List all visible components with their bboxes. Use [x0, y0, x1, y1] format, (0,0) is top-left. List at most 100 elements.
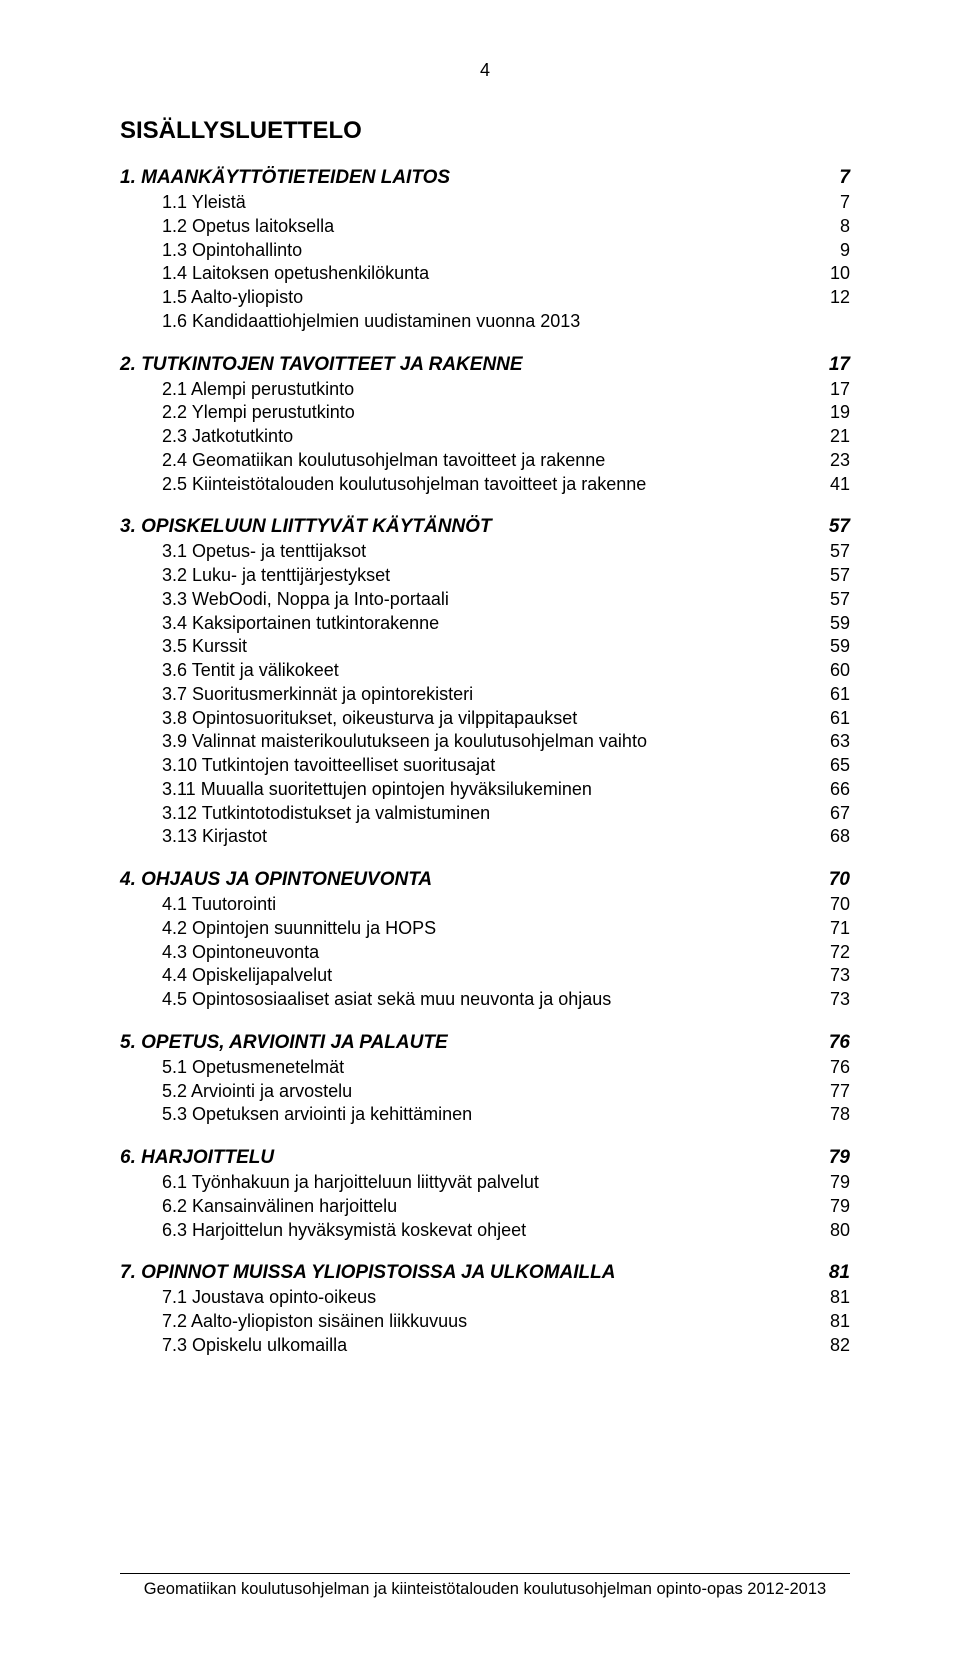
toc-item: 2.1 Alempi perustutkinto17 [120, 378, 850, 402]
toc-section-head: 1. MAANKÄYTTÖTIETEIDEN LAITOS 7 [120, 167, 850, 189]
toc-item-label: 2.1 Alempi perustutkinto [162, 378, 820, 402]
toc-item-label: 3.2 Luku- ja tenttijärjestykset [162, 564, 820, 588]
toc-item-page [820, 310, 850, 334]
toc-section-head: 5. OPETUS, ARVIOINTI JA PALAUTE 76 [120, 1032, 850, 1054]
toc-section-title: 4. OHJAUS JA OPINTONEUVONTA [120, 869, 432, 891]
toc-item-page: 21 [820, 425, 850, 449]
toc-item-label: 6.3 Harjoittelun hyväksymistä koskevat o… [162, 1219, 820, 1243]
toc-item-label: 4.3 Opintoneuvonta [162, 941, 820, 965]
toc-item-label: 5.2 Arviointi ja arvostelu [162, 1080, 820, 1104]
toc-item-page: 70 [820, 893, 850, 917]
toc-item: 3.2 Luku- ja tenttijärjestykset57 [120, 564, 850, 588]
toc-item-label: 5.1 Opetusmenetelmät [162, 1056, 820, 1080]
page-container: 4 SISÄLLYSLUETTELO 1. MAANKÄYTTÖTIETEIDE… [0, 0, 960, 1659]
toc-item-page: 57 [820, 564, 850, 588]
toc-item-page: 17 [820, 378, 850, 402]
toc-item-page: 19 [820, 401, 850, 425]
toc-item: 3.6 Tentit ja välikokeet60 [120, 659, 850, 683]
toc-item-page: 82 [820, 1334, 850, 1358]
toc-item-label: 3.5 Kurssit [162, 635, 820, 659]
document-title: SISÄLLYSLUETTELO [120, 117, 850, 145]
toc-section: 4. OHJAUS JA OPINTONEUVONTA 704.1 Tuutoro… [120, 869, 850, 1012]
toc-item: 6.1 Työnhakuun ja harjoitteluun liittyvä… [120, 1171, 850, 1195]
toc-item-label: 3.6 Tentit ja välikokeet [162, 659, 820, 683]
toc-item-label: 3.11 Muualla suoritettujen opintojen hyv… [162, 778, 820, 802]
toc-item-page: 23 [820, 449, 850, 473]
toc-section-page: 76 [820, 1032, 850, 1054]
toc-item-page: 79 [820, 1171, 850, 1195]
toc-section-title: 5. OPETUS, ARVIOINTI JA PALAUTE [120, 1032, 448, 1054]
toc-item-label: 4.5 Opintososiaaliset asiat sekä muu neu… [162, 988, 820, 1012]
toc-item-label: 2.4 Geomatiikan koulutusohjelman tavoitt… [162, 449, 820, 473]
toc-item-page: 76 [820, 1056, 850, 1080]
toc-item-label: 3.12 Tutkintotodistukset ja valmistumine… [162, 802, 820, 826]
toc-item-page: 79 [820, 1195, 850, 1219]
toc-section-title: 2. TUTKINTOJEN TAVOITTEET JA RAKENNE [120, 354, 523, 376]
toc-item-page: 68 [820, 825, 850, 849]
toc-item-page: 59 [820, 635, 850, 659]
toc-item-label: 4.2 Opintojen suunnittelu ja HOPS [162, 917, 820, 941]
toc-section: 7. OPINNOT MUISSA YLIOPISTOISSA JA ULKOM… [120, 1262, 850, 1357]
toc-section-head: 3. OPISKELUUN LIITTYVÄT KÄYTÄNNÖT57 [120, 516, 850, 538]
toc-item: 4.1 Tuutorointi70 [120, 893, 850, 917]
toc-section: 2. TUTKINTOJEN TAVOITTEET JA RAKENNE172.… [120, 354, 850, 497]
toc-item-label: 1.4 Laitoksen opetushenkilökunta [162, 262, 820, 286]
toc-item-label: 7.3 Opiskelu ulkomailla [162, 1334, 820, 1358]
toc-item-label: 3.4 Kaksiportainen tutkintorakenne [162, 612, 820, 636]
toc-item: 2.2 Ylempi perustutkinto19 [120, 401, 850, 425]
toc-item: 3.8 Opintosuoritukset, oikeusturva ja vi… [120, 707, 850, 731]
toc-item-page: 12 [820, 286, 850, 310]
toc-section-head: 7. OPINNOT MUISSA YLIOPISTOISSA JA ULKOM… [120, 1262, 850, 1284]
toc-item-label: 3.1 Opetus- ja tenttijaksot [162, 540, 820, 564]
toc-item-label: 1.2 Opetus laitoksella [162, 215, 820, 239]
toc-item: 3.5 Kurssit59 [120, 635, 850, 659]
toc-section-head: 4. OHJAUS JA OPINTONEUVONTA 70 [120, 869, 850, 891]
toc-item-label: 3.9 Valinnat maisterikoulutukseen ja kou… [162, 730, 820, 754]
toc-item-page: 41 [820, 473, 850, 497]
toc-section-page: 7 [820, 167, 850, 189]
toc-item: 4.2 Opintojen suunnittelu ja HOPS71 [120, 917, 850, 941]
toc-item: 6.2 Kansainvälinen harjoittelu79 [120, 1195, 850, 1219]
toc-item: 5.1 Opetusmenetelmät76 [120, 1056, 850, 1080]
toc-item: 5.2 Arviointi ja arvostelu77 [120, 1080, 850, 1104]
toc-item-label: 6.1 Työnhakuun ja harjoitteluun liittyvä… [162, 1171, 820, 1195]
toc-item: 7.2 Aalto-yliopiston sisäinen liikkuvuus… [120, 1310, 850, 1334]
toc-section-page: 70 [820, 869, 850, 891]
toc-item-label: 4.4 Opiskelijapalvelut [162, 964, 820, 988]
toc-item: 1.4 Laitoksen opetushenkilökunta10 [120, 262, 850, 286]
toc-section-title: 1. MAANKÄYTTÖTIETEIDEN LAITOS [120, 167, 450, 189]
toc-section-title: 6. HARJOITTELU [120, 1147, 274, 1169]
toc-item-page: 57 [820, 588, 850, 612]
toc-item: 1.6 Kandidaattiohjelmien uudistaminen vu… [120, 310, 850, 334]
toc-item: 3.11 Muualla suoritettujen opintojen hyv… [120, 778, 850, 802]
toc-item: 3.1 Opetus- ja tenttijaksot57 [120, 540, 850, 564]
toc-item: 1.5 Aalto-yliopisto12 [120, 286, 850, 310]
toc-item-page: 65 [820, 754, 850, 778]
toc-section-head: 6. HARJOITTELU79 [120, 1147, 850, 1169]
toc-item-label: 2.3 Jatkotutkinto [162, 425, 820, 449]
toc-item: 4.5 Opintososiaaliset asiat sekä muu neu… [120, 988, 850, 1012]
toc-item-page: 57 [820, 540, 850, 564]
toc-item-label: 3.8 Opintosuoritukset, oikeusturva ja vi… [162, 707, 820, 731]
toc-section: 1. MAANKÄYTTÖTIETEIDEN LAITOS71.1 Yleist… [120, 167, 850, 334]
toc-section-page: 17 [820, 354, 850, 376]
toc-item-label: 1.6 Kandidaattiohjelmien uudistaminen vu… [162, 310, 820, 334]
toc-item-page: 60 [820, 659, 850, 683]
toc-item: 5.3 Opetuksen arviointi ja kehittäminen7… [120, 1103, 850, 1127]
toc-item: 1.2 Opetus laitoksella8 [120, 215, 850, 239]
toc-item: 3.12 Tutkintotodistukset ja valmistumine… [120, 802, 850, 826]
toc-item: 3.9 Valinnat maisterikoulutukseen ja kou… [120, 730, 850, 754]
toc-item-page: 7 [820, 191, 850, 215]
toc-section: 3. OPISKELUUN LIITTYVÄT KÄYTÄNNÖT573.1 O… [120, 516, 850, 849]
toc-item-label: 3.3 WebOodi, Noppa ja Into-portaali [162, 588, 820, 612]
toc-item: 6.3 Harjoittelun hyväksymistä koskevat o… [120, 1219, 850, 1243]
toc-item: 2.5 Kiinteistötalouden koulutusohjelman … [120, 473, 850, 497]
toc-item-page: 66 [820, 778, 850, 802]
toc-item-page: 67 [820, 802, 850, 826]
toc-item-label: 2.5 Kiinteistötalouden koulutusohjelman … [162, 473, 820, 497]
toc-item-page: 71 [820, 917, 850, 941]
toc-item-page: 61 [820, 707, 850, 731]
toc-item-page: 8 [820, 215, 850, 239]
toc-item: 7.1 Joustava opinto-oikeus81 [120, 1286, 850, 1310]
toc-item-label: 3.7 Suoritusmerkinnät ja opintorekisteri [162, 683, 820, 707]
